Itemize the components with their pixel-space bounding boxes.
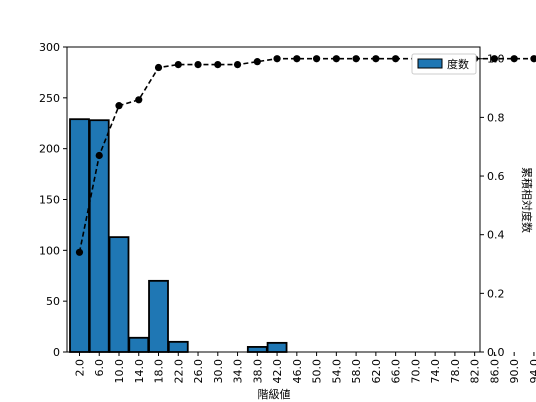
bar-0 <box>69 118 90 353</box>
x-tick-label-19: 78.0 <box>449 359 462 384</box>
x-tick-label-9: 38.0 <box>251 359 264 384</box>
cumulative-point-4 <box>154 63 163 72</box>
cumulative-point-6 <box>194 61 202 69</box>
x-tick-label-16: 66.0 <box>390 359 403 384</box>
x-tick-label-5: 22.0 <box>172 359 185 384</box>
x-tick-label-15: 62.0 <box>370 359 383 384</box>
x-tick-label-18: 74.0 <box>429 359 442 384</box>
cumulative-point-23 <box>530 55 536 63</box>
y-right-axis-title: 累積相対度数 <box>520 167 534 233</box>
cumulative-line-layer <box>75 55 536 256</box>
y-right-tick-label-1: 0.2 <box>487 287 505 300</box>
cumulative-point-2 <box>115 102 123 110</box>
cumulative-point-16 <box>392 55 400 63</box>
cumulative-point-12 <box>312 55 321 63</box>
cumulative-point-8 <box>233 61 242 69</box>
x-tick-label-14: 58.0 <box>350 359 363 384</box>
y-left-tick-label-1: 50 <box>46 295 60 308</box>
legend-label: 度数 <box>447 57 469 71</box>
y-left-tick-label-4: 200 <box>39 143 60 156</box>
y-left-tick-label-5: 250 <box>39 92 60 105</box>
x-axis-title: 階級値 <box>258 387 291 401</box>
legend: 度数 <box>411 53 477 75</box>
cumulative-point-0 <box>75 248 84 256</box>
x-tick-label-2: 10.0 <box>113 359 126 384</box>
bars-layer <box>69 118 288 353</box>
x-tick-label-0: 2.0 <box>73 359 86 377</box>
x-tick-label-12: 50.0 <box>311 359 324 384</box>
cumulative-line <box>78 57 536 253</box>
x-tick-label-8: 34.0 <box>232 359 245 384</box>
bar-9 <box>246 346 268 353</box>
cumulative-point-7 <box>214 61 222 69</box>
x-tick-label-10: 42.0 <box>271 359 284 384</box>
x-tick-label-13: 54.0 <box>330 359 343 384</box>
x-tick-label-17: 70.0 <box>409 359 422 384</box>
cumulative-point-5 <box>174 61 182 69</box>
x-tick-label-7: 30.0 <box>212 359 225 384</box>
cumulative-point-14 <box>352 55 360 63</box>
y-left-tick-label-3: 150 <box>39 194 60 207</box>
x-tick-label-3: 14.0 <box>133 359 146 384</box>
x-tick-label-1: 6.0 <box>93 359 106 377</box>
y-right-tick-label-2: 0.4 <box>487 229 505 242</box>
y-left-tick-label-2: 100 <box>39 244 60 257</box>
bar-10 <box>266 341 288 353</box>
x-tick-label-22: 90.0 <box>508 359 521 384</box>
x-tick-label-23: 94.0 <box>528 359 536 384</box>
x-tick-label-20: 82.0 <box>469 359 482 384</box>
cumulative-point-22 <box>510 55 518 63</box>
y-right-tick-label-4: 0.8 <box>487 111 505 124</box>
y-right-tick-label-5: 1.0 <box>487 53 505 66</box>
cumulative-point-15 <box>372 55 380 63</box>
x-tick-label-11: 46.0 <box>291 359 304 384</box>
axes-layer: 0 50 100 150 200 250 300 0.0 0.2 0.4 0.6 0.8 1.0 2.0 6… <box>39 41 536 384</box>
y-right-tick-label-0: 0.0 <box>487 346 505 359</box>
x-tick-label-6: 26.0 <box>192 359 205 384</box>
y-right-tick-label-3: 0.6 <box>487 170 505 183</box>
cumulative-point-13 <box>332 55 340 63</box>
cumulative-point-1 <box>95 151 103 160</box>
cumulative-point-11 <box>293 55 301 63</box>
bar-3 <box>128 336 150 353</box>
legend-swatch <box>417 58 443 69</box>
bar-4 <box>148 279 169 353</box>
cumulative-point-10 <box>273 55 281 63</box>
x-tick-label-4: 18.0 <box>153 359 166 384</box>
bar-2 <box>108 236 130 353</box>
y-left-tick-label-0: 0 <box>53 346 60 359</box>
cumulative-point-21 <box>490 55 499 63</box>
bar-5 <box>167 340 189 353</box>
x-tick-label-21: 86.0 <box>488 359 501 384</box>
cumulative-point-9 <box>253 58 261 66</box>
y-left-tick-label-6: 300 <box>39 41 60 54</box>
cumulative-point-3 <box>135 96 143 104</box>
